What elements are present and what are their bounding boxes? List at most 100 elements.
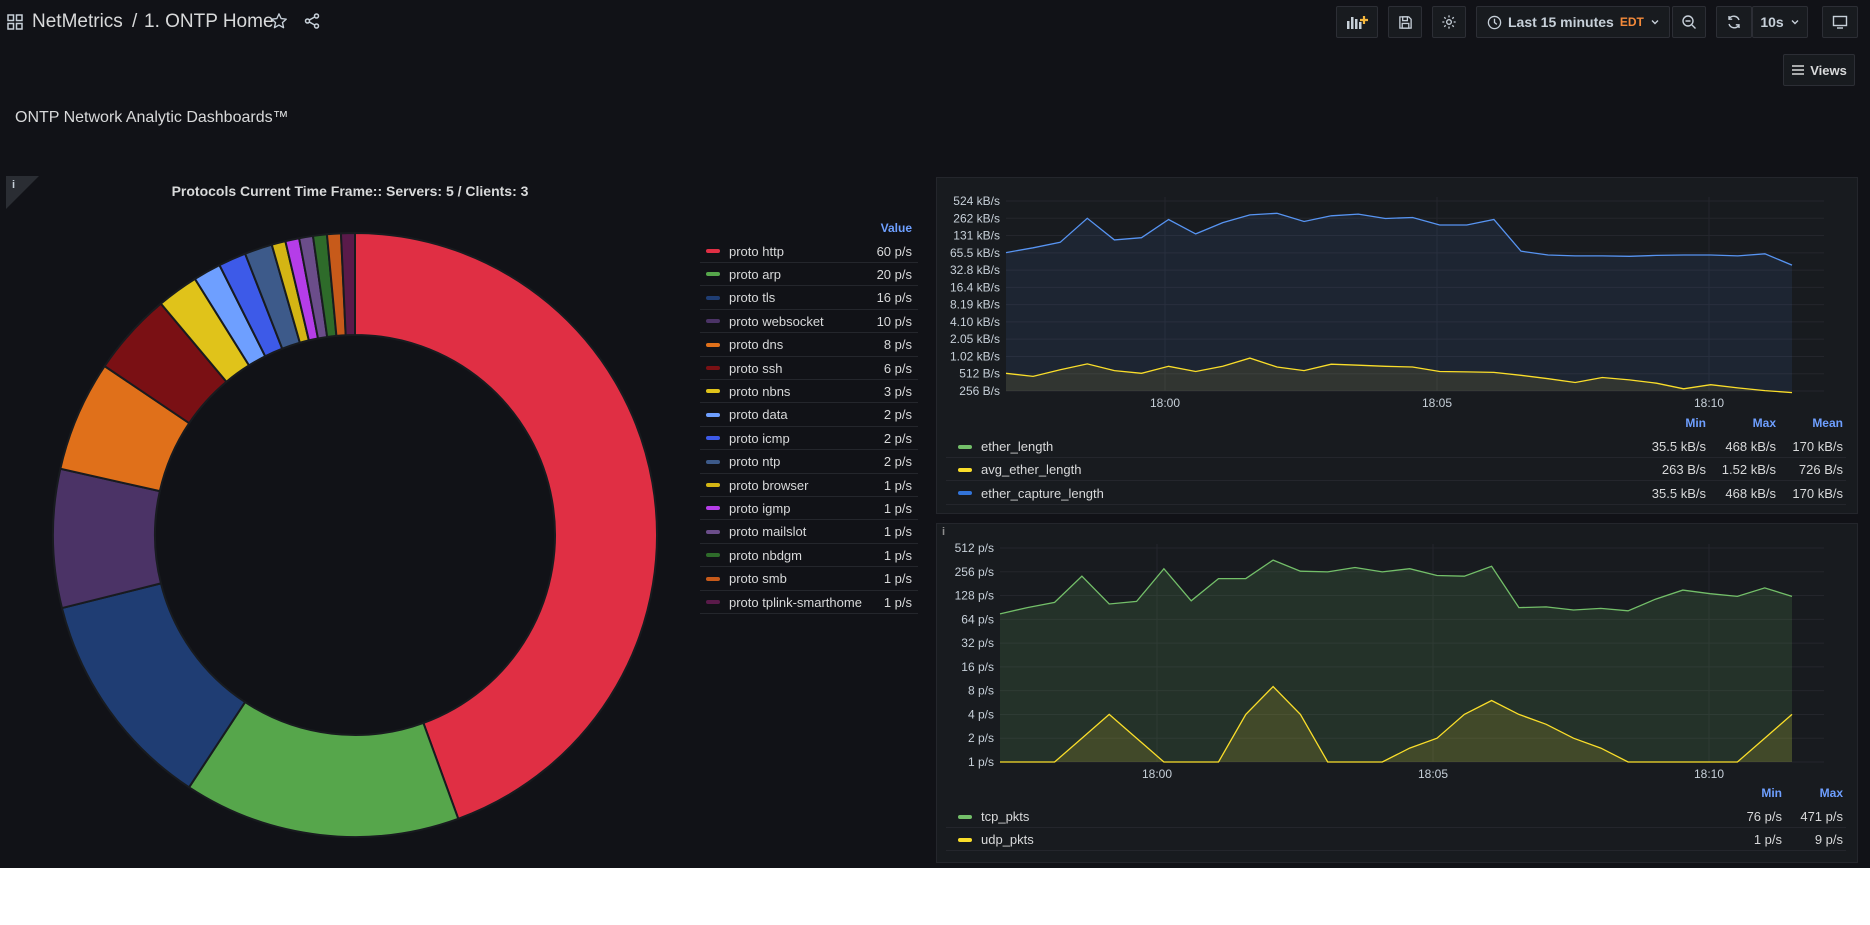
legend-swatch bbox=[706, 483, 720, 487]
breadcrumb-separator: / bbox=[132, 11, 138, 32]
legend-item[interactable]: proto ntp 2 p/s bbox=[700, 451, 918, 474]
y-tick-label: 32 p/s bbox=[961, 636, 994, 650]
legend-item[interactable]: proto ssh 6 p/s bbox=[700, 357, 918, 380]
legend-item[interactable]: proto tplink-smarthome 1 p/s bbox=[700, 591, 918, 614]
time-range-picker[interactable]: Last 15 minutes EDT bbox=[1476, 6, 1670, 38]
legend-swatch bbox=[706, 600, 720, 604]
legend-item[interactable]: proto smb 1 p/s bbox=[700, 568, 918, 591]
legend-value: 10 p/s bbox=[876, 313, 912, 329]
legend-label: proto tplink-smarthome bbox=[729, 594, 862, 610]
legend-item[interactable]: proto nbns 3 p/s bbox=[700, 380, 918, 404]
legend-label: proto icmp bbox=[729, 430, 790, 446]
legend-max-value: 471 p/s bbox=[1800, 809, 1843, 824]
legend-column-header[interactable]: Min bbox=[1685, 416, 1706, 430]
legend-column-header[interactable]: Max bbox=[1752, 416, 1776, 430]
legend-item[interactable]: ether_capture_length 35.5 kB/s 468 kB/s 170… bbox=[946, 482, 1846, 505]
apps-grid-icon[interactable] bbox=[7, 14, 23, 30]
dashboard-settings-button[interactable] bbox=[1432, 6, 1466, 38]
legend-label: proto ssh bbox=[729, 360, 783, 376]
legend-value: 1 p/s bbox=[883, 547, 912, 563]
legend-item[interactable]: proto icmp 2 p/s bbox=[700, 427, 918, 451]
legend-mean-value: 170 kB/s bbox=[1792, 485, 1843, 501]
breadcrumb-folder[interactable]: NetMetrics bbox=[32, 11, 123, 32]
legend-value: 6 p/s bbox=[883, 360, 912, 376]
chevron-down-icon bbox=[1650, 17, 1660, 27]
time-range-label: Last 15 minutes bbox=[1508, 14, 1614, 30]
legend-item[interactable]: proto http 60 p/s bbox=[700, 240, 918, 263]
legend-label: proto ntp bbox=[729, 454, 781, 470]
refresh-button[interactable] bbox=[1716, 6, 1752, 38]
legend-swatch bbox=[958, 837, 972, 842]
share-icon[interactable] bbox=[304, 13, 320, 29]
dashboard-title[interactable]: 1. ONTP Home bbox=[144, 11, 274, 32]
legend-max-value: 468 kB/s bbox=[1725, 485, 1776, 501]
legend-value: 16 p/s bbox=[876, 290, 912, 306]
legend-swatch bbox=[706, 272, 720, 277]
x-tick-label: 18:05 bbox=[1422, 396, 1452, 410]
legend-swatch bbox=[706, 366, 720, 370]
legend-item[interactable]: udp_pkts 1 p/s 9 p/s bbox=[946, 828, 1846, 852]
legend-item[interactable]: proto data 2 p/s bbox=[700, 404, 918, 427]
tv-mode-button[interactable] bbox=[1822, 6, 1858, 38]
panel-info-corner[interactable] bbox=[6, 176, 39, 209]
legend-item[interactable]: proto mailslot 1 p/s bbox=[700, 521, 918, 544]
series-line-udp_pkts[interactable] bbox=[1000, 685, 1793, 763]
legend-label: proto igmp bbox=[729, 500, 791, 516]
pie-slice-proto-tplink-smarthome[interactable] bbox=[339, 231, 356, 337]
legend-item[interactable]: proto nbdgm 1 p/s bbox=[700, 544, 918, 568]
save-dashboard-button[interactable] bbox=[1388, 6, 1422, 38]
series-line-ether_length[interactable] bbox=[1005, 212, 1793, 266]
menu-icon bbox=[1791, 64, 1805, 76]
y-tick-label: 64 p/s bbox=[961, 612, 994, 626]
legend-item[interactable]: proto arp 20 p/s bbox=[700, 263, 918, 287]
zoom-out-button[interactable] bbox=[1672, 6, 1706, 38]
dashboard-app: NetMetrics / 1. ONTP Home bbox=[0, 0, 1870, 868]
legend-swatch bbox=[706, 506, 720, 511]
y-tick-label: 1 p/s bbox=[968, 755, 994, 769]
legend-column-header[interactable]: Min bbox=[1761, 786, 1782, 800]
legend-value: 3 p/s bbox=[883, 383, 912, 399]
save-icon bbox=[1398, 15, 1413, 30]
legend-swatch bbox=[706, 459, 720, 464]
legend-label: ether_capture_length bbox=[958, 486, 1104, 501]
legend-label: proto nbns bbox=[729, 383, 791, 399]
legend-label: proto dns bbox=[729, 337, 784, 353]
legend-item[interactable]: proto tls 16 p/s bbox=[700, 287, 918, 310]
star-icon[interactable] bbox=[270, 12, 288, 30]
y-tick-label: 16.4 kB/s bbox=[950, 280, 1000, 294]
views-label: Views bbox=[1810, 62, 1847, 78]
y-tick-label: 1.02 kB/s bbox=[950, 349, 1000, 363]
legend-min-value: 35.5 kB/s bbox=[1651, 485, 1706, 501]
legend-item[interactable]: ether_length 35.5 kB/s 468 kB/s 170 kB/s bbox=[946, 435, 1846, 458]
legend-item[interactable]: tcp_pkts 76 p/s 471 p/s bbox=[946, 805, 1846, 828]
legend-max-value: 1.52 kB/s bbox=[1721, 462, 1776, 478]
clock-icon bbox=[1487, 15, 1502, 30]
packets-panel bbox=[936, 523, 1858, 863]
pie-slice-proto-http[interactable] bbox=[354, 231, 658, 821]
y-tick-label: 65.5 kB/s bbox=[950, 246, 1000, 260]
legend-item[interactable]: proto igmp 1 p/s bbox=[700, 497, 918, 521]
series-line-avg_ether_length[interactable] bbox=[1005, 357, 1793, 394]
legend-value: 8 p/s bbox=[883, 337, 912, 353]
add-panel-button[interactable] bbox=[1336, 6, 1378, 38]
legend-swatch bbox=[706, 412, 720, 417]
info-icon[interactable]: i bbox=[942, 526, 946, 538]
views-button[interactable]: Views bbox=[1783, 54, 1855, 86]
refresh-interval-picker[interactable]: 10s bbox=[1752, 6, 1808, 38]
legend-column-header[interactable]: Mean bbox=[1812, 416, 1843, 430]
legend-item[interactable]: proto browser 1 p/s bbox=[700, 474, 918, 497]
series-fill-udp_pkts bbox=[1000, 686, 1792, 762]
legend-item[interactable]: proto dns 8 p/s bbox=[700, 334, 918, 357]
pie-slice-proto-websocket[interactable] bbox=[52, 467, 163, 610]
info-icon[interactable]: i bbox=[12, 179, 16, 191]
legend-swatch bbox=[706, 319, 720, 324]
legend-series-name: ether_capture_length bbox=[981, 485, 1104, 501]
legend-item[interactable]: proto websocket 10 p/s bbox=[700, 310, 918, 334]
legend-item[interactable]: avg_ether_length 263 B/s 1.52 kB/s 726 B/s bbox=[946, 458, 1846, 482]
legend-max-value: 468 kB/s bbox=[1725, 439, 1776, 454]
y-tick-label: 4.10 kB/s bbox=[950, 315, 1000, 329]
series-line-tcp_pkts[interactable] bbox=[999, 559, 1793, 615]
y-tick-label: 524 kB/s bbox=[953, 194, 1000, 208]
y-tick-label: 32.8 kB/s bbox=[950, 263, 1000, 277]
legend-column-header[interactable]: Max bbox=[1819, 786, 1843, 800]
